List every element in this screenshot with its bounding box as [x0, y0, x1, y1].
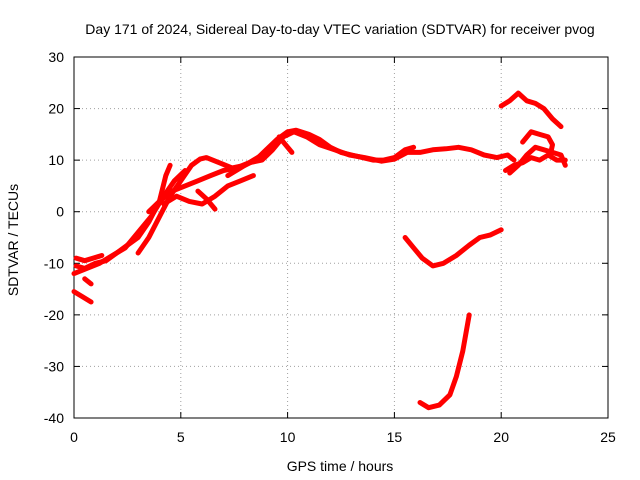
series-line-arc-9	[195, 188, 218, 212]
series-line-arc-12	[402, 227, 504, 269]
y-tick-label: 20	[48, 101, 64, 117]
grid	[74, 57, 608, 418]
series-line-arc-3	[71, 168, 188, 277]
y-tick-label: -30	[44, 358, 64, 374]
series-line-arc-14	[498, 90, 564, 130]
series-line-arc-7	[146, 129, 517, 215]
series-line-arc-10	[225, 142, 278, 179]
series-line-arc-13	[417, 312, 472, 411]
ticks: 0 5 10 15 20 25 -40 -30 -20 -10 0 10 20 30	[44, 49, 616, 445]
y-tick-label: 30	[48, 49, 64, 65]
y-tick-label: -40	[44, 410, 64, 426]
series-group	[71, 90, 568, 411]
series-line-arc-2	[73, 253, 105, 264]
series-line-arc-4	[82, 276, 94, 287]
y-tick-label: -10	[44, 255, 64, 271]
series-line-arc-11	[276, 134, 295, 155]
x-tick-label: 20	[493, 429, 509, 445]
x-tick-label: 0	[70, 429, 78, 445]
x-axis-label: GPS time / hours	[287, 458, 394, 474]
x-tick-label: 25	[600, 429, 616, 445]
series-line-arc-1	[73, 162, 173, 271]
y-tick-label: -20	[44, 307, 64, 323]
plot-frame	[73, 56, 609, 419]
x-tick-label: 5	[177, 429, 185, 445]
series-line-arc-16	[520, 129, 555, 158]
x-tick-label: 10	[280, 429, 296, 445]
y-tick-label: 10	[48, 152, 64, 168]
chart-title: Day 171 of 2024, Sidereal Day-to-day VTE…	[85, 21, 594, 37]
series-line-arc-17	[507, 144, 568, 176]
x-tick-label: 15	[387, 429, 403, 445]
series-line-arc-5	[71, 289, 94, 305]
y-tick-label: 0	[56, 204, 64, 220]
y-axis-label: SDTVAR / TECUs	[5, 184, 21, 296]
